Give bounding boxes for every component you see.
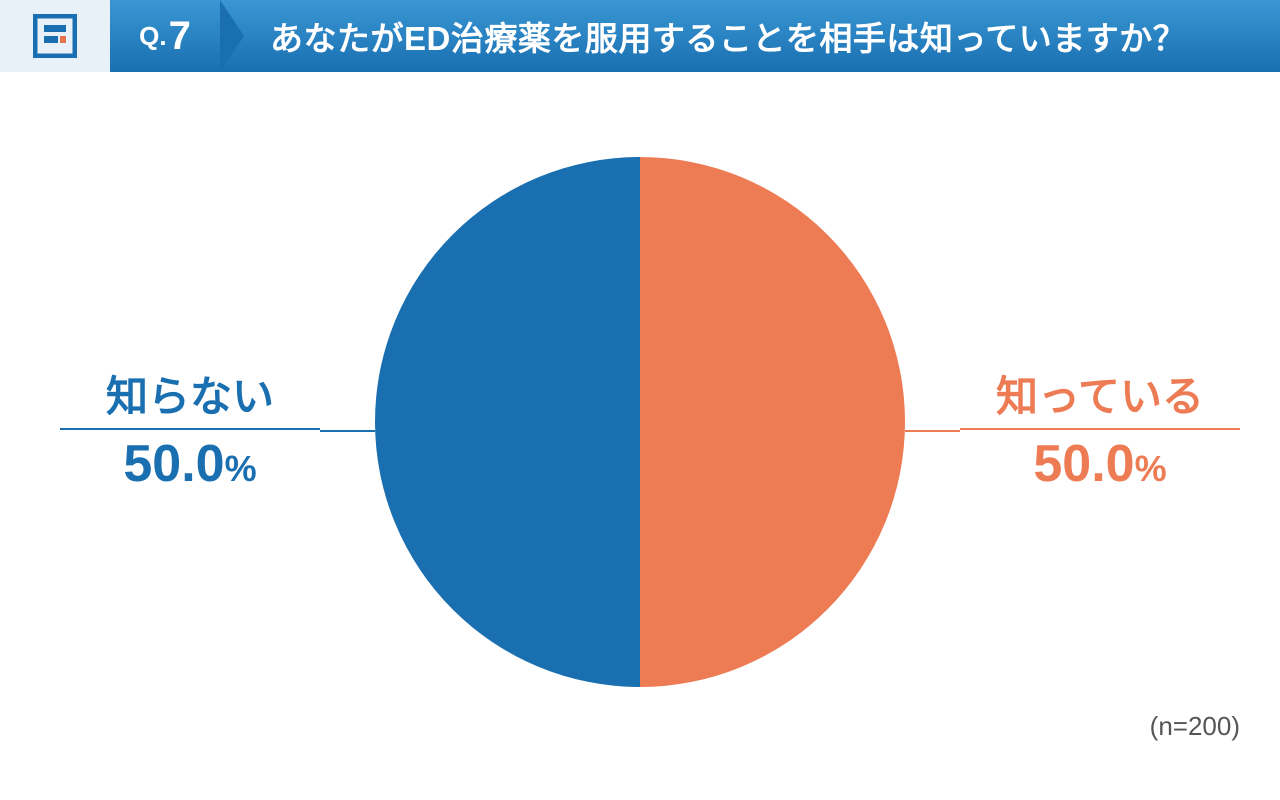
- slice-label-right: 知っている: [960, 372, 1240, 422]
- header-bar: Q. 7 あなたがED治療薬を服用することを相手は知っていますか？: [0, 0, 1280, 72]
- leader-line-left: [320, 430, 375, 432]
- question-title: あなたがED治療薬を服用することを相手は知っていますか？: [220, 0, 1280, 72]
- logo-icon: [33, 14, 77, 58]
- pie-chart: [375, 157, 905, 687]
- label-right-group: 知っている 50.0%: [960, 372, 1240, 490]
- chart-area: 知らない 50.0% 知っている 50.0% (n=200): [0, 72, 1280, 772]
- sample-size-footnote: (n=200): [1150, 711, 1240, 742]
- question-number: 7: [169, 14, 191, 59]
- question-number-box: Q. 7: [110, 0, 220, 72]
- leader-line-right: [905, 430, 960, 432]
- slice-label-left: 知らない: [60, 372, 320, 422]
- logo-container: [0, 0, 110, 72]
- label-divider-right: [960, 428, 1240, 430]
- slice-pct-left: 50.0%: [60, 438, 320, 490]
- label-divider-left: [60, 428, 320, 430]
- slice-pct-right: 50.0%: [960, 438, 1240, 490]
- question-prefix: Q.: [139, 21, 166, 52]
- label-left-group: 知らない 50.0%: [60, 372, 320, 490]
